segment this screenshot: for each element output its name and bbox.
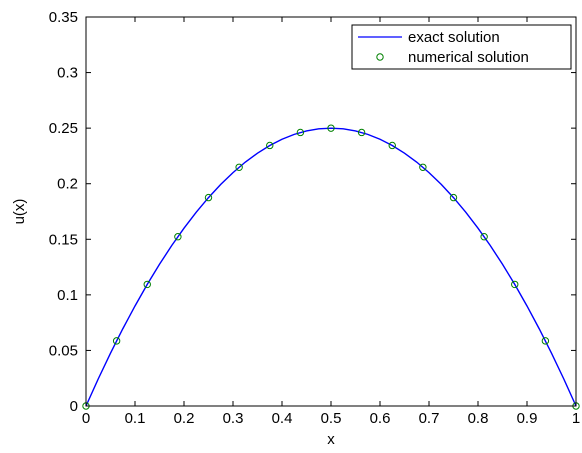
- data-point-numerical-solution: [266, 141, 274, 150]
- legend-marker-sample: [376, 53, 384, 61]
- y-axis-label: u(x): [11, 199, 28, 225]
- x-tick-label: 0.6: [370, 410, 391, 427]
- x-tick-label: 0.9: [517, 410, 538, 427]
- series-line-exact-solution: [85, 127, 577, 407]
- x-tick-label: 0.4: [272, 410, 293, 427]
- legend-label-numerical: numerical solution: [408, 49, 529, 66]
- y-tick-label: 0.1: [57, 287, 78, 304]
- y-tick-label: 0.15: [49, 231, 78, 248]
- data-point-numerical-solution: [511, 280, 519, 289]
- plot-area: [86, 17, 576, 406]
- data-point-numerical-solution: [327, 124, 335, 132]
- data-point-numerical-solution: [388, 141, 396, 150]
- legend: exact solution numerical solution: [351, 24, 572, 70]
- data-layer: [82, 124, 580, 410]
- data-point-numerical-solution: [235, 163, 243, 171]
- x-tick-label: 0.7: [419, 410, 440, 427]
- data-point-numerical-solution: [419, 163, 427, 171]
- x-tick-label: 0.1: [125, 410, 146, 427]
- data-point-numerical-solution: [541, 337, 550, 345]
- y-tick-label: 0.25: [49, 120, 78, 137]
- x-axis-label: x: [327, 431, 335, 448]
- legend-box: [351, 24, 572, 70]
- y-tick-label: 0.35: [49, 9, 78, 26]
- y-tick-label: 0: [70, 398, 78, 415]
- data-point-numerical-solution: [112, 337, 121, 345]
- data-point-numerical-solution: [357, 128, 366, 137]
- x-tick-label: 1: [572, 410, 580, 427]
- data-point-numerical-solution: [143, 280, 151, 289]
- x-tick-label: 0.8: [468, 410, 489, 427]
- data-point-numerical-solution: [204, 193, 213, 202]
- data-point-numerical-solution: [174, 233, 182, 241]
- data-point-numerical-solution: [296, 128, 305, 137]
- data-point-numerical-solution: [480, 233, 488, 241]
- x-tick-label: 0.5: [321, 410, 342, 427]
- x-tick-label: 0.2: [174, 410, 195, 427]
- x-tick-label: 0.3: [223, 410, 244, 427]
- legend-label-exact: exact solution: [408, 29, 500, 46]
- axis-ticks: 0 0.1 0.2 0.3 0.4 0.5 0.6 0.7 0.8 0.9 1 0 0.05 0.1 0.1…: [49, 9, 580, 427]
- y-tick-label: 0.3: [57, 65, 78, 82]
- data-point-numerical-solution: [449, 193, 458, 202]
- y-tick-label: 0.2: [57, 176, 78, 193]
- x-tick-label: 0: [82, 410, 90, 427]
- y-tick-label: 0.05: [49, 342, 78, 359]
